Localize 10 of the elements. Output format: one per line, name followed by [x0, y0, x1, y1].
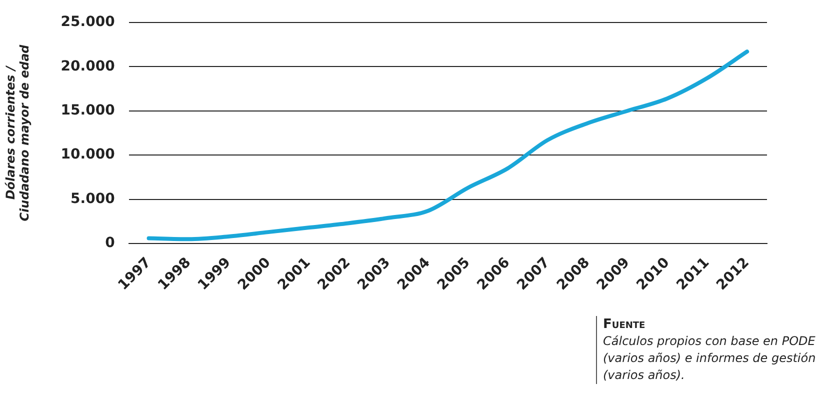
text: Cálculos propios con base en PODE (varios años) e informes de gestión (varios años). — [603, 333, 817, 384]
text: Fuente — [603, 316, 646, 333]
y-axis-title: Dólares corrientes / Ciudadano mayor de edad — [3, 44, 32, 222]
y-tick-label: 15.000 — [60, 102, 116, 119]
y-tick-label: 25.000 — [60, 14, 116, 30]
line-series — [146, 50, 750, 242]
y-tick-label: 20.000 — [60, 58, 116, 74]
y-tick-label: 0 — [105, 235, 116, 252]
y-tick-label: 5.000 — [70, 190, 116, 207]
y-tick-label: 10.000 — [60, 146, 116, 163]
